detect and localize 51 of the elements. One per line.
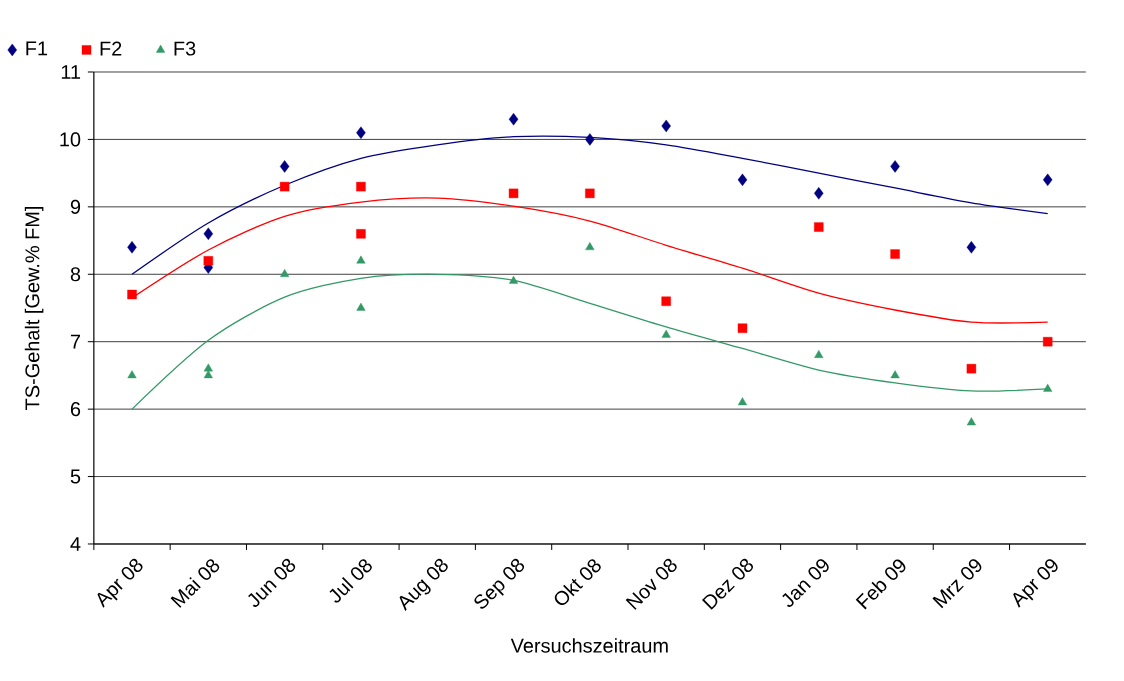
x-tick-label: Jan 09 — [782, 559, 829, 607]
point — [737, 323, 748, 333]
point — [585, 188, 595, 199]
point — [890, 249, 900, 259]
point — [203, 363, 213, 372]
point — [966, 363, 977, 374]
x-tick-label: Jun 08 — [248, 558, 296, 607]
y-tick-label: 8 — [70, 267, 81, 282]
point — [814, 222, 824, 232]
point — [508, 188, 519, 199]
x-tick-label: Sep 08 — [474, 558, 525, 609]
legend-label: F2 — [100, 41, 122, 56]
y-tick-label: 10 — [60, 132, 81, 147]
y-tick-label: 9 — [70, 199, 81, 214]
point — [203, 227, 214, 241]
x-tick-label: Jul 08 — [329, 559, 372, 603]
point — [585, 133, 595, 146]
point — [279, 181, 290, 192]
y-tick-label: 5 — [70, 469, 81, 484]
point — [661, 296, 671, 306]
y-tick-label: 4 — [70, 537, 81, 551]
point — [127, 289, 137, 300]
line-series — [131, 135, 1049, 275]
y-axis-title: TS-Gehalt [Gew.% FM] — [24, 207, 44, 410]
point — [737, 173, 748, 187]
point — [127, 241, 137, 254]
x-tick-label: Dez 08 — [701, 558, 754, 610]
y-tick-label: 11 — [61, 65, 81, 79]
y-tick-label: 6 — [70, 402, 81, 417]
point — [814, 187, 824, 200]
point — [1043, 173, 1053, 187]
x-tick-label: Mai 08 — [170, 559, 220, 608]
x-tick-label: Apr 09 — [1013, 559, 1058, 608]
y-tick-label: 7 — [70, 334, 81, 349]
x-tick-label: Feb 09 — [855, 559, 906, 610]
x-tick-label: Okt 08 — [554, 559, 601, 606]
point — [1043, 337, 1053, 347]
x-axis-title: Versuchszeitraum — [510, 638, 668, 653]
point — [890, 160, 900, 173]
x-tick-label: Mrz 09 — [932, 559, 982, 609]
point — [508, 112, 519, 126]
legend-label: F1 — [26, 41, 48, 56]
x-tick-label: Aug 08 — [399, 558, 448, 611]
point — [966, 241, 977, 254]
point — [203, 256, 214, 266]
point — [661, 119, 671, 133]
legend-label: F3 — [174, 41, 196, 56]
point — [127, 370, 137, 379]
x-tick-label: Apr 08 — [97, 558, 143, 608]
x-tick-label: Nov 08 — [625, 558, 677, 610]
point — [356, 181, 366, 192]
